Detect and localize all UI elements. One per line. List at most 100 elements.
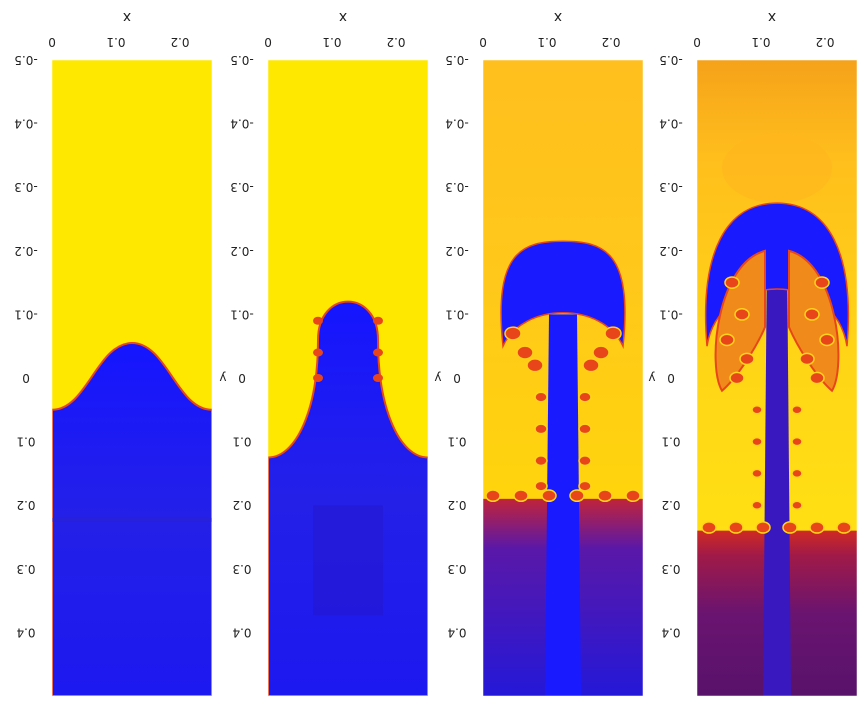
x-axis-label: x bbox=[768, 9, 776, 25]
y-tick-label: -0.1 bbox=[14, 307, 37, 321]
y-tick-label: -0.4 bbox=[445, 117, 468, 131]
y-tick-label: -0.4 bbox=[230, 117, 253, 131]
vortex-roll bbox=[814, 276, 830, 289]
y-tick-label: 0.2 bbox=[232, 498, 251, 512]
vortex-roll bbox=[513, 489, 529, 503]
x-axis-label: x bbox=[554, 9, 562, 25]
y-tick-label: -0.3 bbox=[445, 180, 468, 194]
panel-3: 0 0.1 0.2 x -0.5 -0.4 -0.3 -0.2 -0.1 0 0.1 0.2 0.3 0.… bbox=[434, 9, 644, 697]
vortex-roll bbox=[582, 358, 600, 373]
vortex-roll bbox=[534, 455, 548, 467]
y-tick-label: -0.5 bbox=[14, 53, 37, 67]
y-tick-label: -0.2 bbox=[14, 244, 37, 258]
vortex-roll bbox=[504, 326, 522, 341]
plot-area bbox=[483, 60, 643, 696]
vortex-roll bbox=[751, 405, 763, 415]
y-tick-label: 0.4 bbox=[447, 625, 466, 639]
vortex-roll bbox=[541, 489, 557, 503]
x-tick-label: 0 bbox=[264, 35, 272, 49]
vortex-roll bbox=[701, 521, 717, 534]
vortex-roll bbox=[578, 391, 592, 403]
plot-frame bbox=[482, 59, 644, 697]
vortex-roll bbox=[373, 348, 383, 357]
vortex-roll bbox=[751, 500, 763, 510]
x-tick-label: 0.1 bbox=[322, 35, 341, 49]
x-tick-label: 0.2 bbox=[170, 35, 189, 49]
vortex-roll bbox=[751, 436, 763, 447]
vortex-roll bbox=[373, 316, 383, 325]
vortex-roll bbox=[625, 489, 641, 503]
vortex-roll bbox=[782, 521, 798, 534]
x-tick-label: 0.1 bbox=[537, 35, 556, 49]
y-tick-label: 0.2 bbox=[16, 498, 35, 512]
y-tick-label: 0.2 bbox=[661, 498, 680, 512]
vortex-roll bbox=[719, 333, 735, 347]
x-tick-label: 0.2 bbox=[815, 35, 834, 49]
x-tick-label: 0.1 bbox=[106, 35, 125, 49]
vortex-roll bbox=[804, 308, 820, 321]
y-tick-label: -0.4 bbox=[14, 117, 37, 131]
plot-area bbox=[268, 60, 428, 696]
y-tick-label: 0.3 bbox=[16, 562, 35, 576]
vortex-roll bbox=[526, 358, 544, 373]
vortex-roll bbox=[791, 500, 803, 510]
y-tick-label: -0.5 bbox=[230, 53, 253, 67]
y-tick-label: 0.4 bbox=[16, 625, 35, 639]
y-tick-label: 0 bbox=[667, 371, 675, 385]
y-tick-label: -0.2 bbox=[659, 244, 682, 258]
vortex-roll bbox=[534, 391, 548, 403]
vortex-roll bbox=[734, 308, 750, 321]
y-tick-label: -0.3 bbox=[14, 180, 37, 194]
vortex-roll bbox=[534, 423, 548, 435]
y-axis-label: y bbox=[648, 371, 655, 385]
x-axis-label: x bbox=[339, 9, 347, 25]
panel-2: 0 0.1 0.2 x -0.5 -0.4 -0.3 -0.2 -0.1 0 0.1 0.2 0.3 0.… bbox=[219, 9, 429, 697]
vortex-roll bbox=[485, 489, 501, 503]
y-tick-label: -0.1 bbox=[445, 307, 468, 321]
x-tick-label: 0 bbox=[693, 35, 701, 49]
vortex-roll bbox=[799, 352, 815, 366]
x-tick-label: 0 bbox=[48, 35, 56, 49]
y-tick-label: 0.4 bbox=[661, 625, 680, 639]
panel-4: 0 0.1 0.2 x -0.5 -0.4 -0.3 -0.2 -0.1 0 0.1 0.2 0.3 0.… bbox=[648, 9, 858, 697]
y-tick-label: -0.3 bbox=[659, 180, 682, 194]
y-tick-label: 0.3 bbox=[232, 562, 251, 576]
vortex-roll bbox=[791, 468, 803, 479]
vortex-roll bbox=[739, 352, 755, 366]
vortex-roll bbox=[592, 345, 610, 360]
contour-band bbox=[313, 505, 383, 616]
mixing-lobe-left bbox=[714, 249, 766, 393]
x-axis-label: x bbox=[123, 9, 131, 25]
y-tick-label: 0.4 bbox=[232, 625, 251, 639]
vortex-roll bbox=[373, 374, 383, 382]
y-tick-label: -0.1 bbox=[659, 307, 682, 321]
vortex-roll bbox=[578, 480, 592, 492]
heavy-fluid-region bbox=[268, 300, 428, 696]
vortex-roll bbox=[516, 345, 534, 360]
y-tick-label: 0 bbox=[453, 371, 461, 385]
vortex-roll bbox=[313, 374, 323, 382]
vortex-roll bbox=[791, 436, 803, 447]
plume-stem bbox=[763, 250, 791, 696]
plot-frame bbox=[267, 59, 429, 697]
plume-cap bbox=[704, 202, 850, 347]
vortex-roll bbox=[313, 348, 323, 357]
y-tick-label: 0.2 bbox=[447, 498, 466, 512]
x-tick-label: 0.2 bbox=[601, 35, 620, 49]
vortex-roll bbox=[534, 480, 548, 492]
y-tick-label: -0.2 bbox=[230, 244, 253, 258]
vortex-roll bbox=[729, 371, 745, 385]
y-tick-label: 0.1 bbox=[661, 435, 680, 449]
plume-stem bbox=[545, 314, 581, 696]
plot-area bbox=[697, 60, 857, 696]
vortex-roll bbox=[724, 276, 740, 289]
y-tick-label: 0 bbox=[22, 371, 30, 385]
mixing-lobe-right bbox=[788, 249, 840, 393]
vortex-roll bbox=[819, 333, 835, 347]
y-tick-label: 0.1 bbox=[232, 435, 251, 449]
y-tick-label: 0.3 bbox=[661, 562, 680, 576]
vortex-roll bbox=[791, 405, 803, 415]
plot-frame bbox=[696, 59, 858, 697]
panel-1: 0 0.1 0.2 x -0.5 -0.4 -0.3 -0.2 -0.1 0 0.1 0.2 0.3 0.… bbox=[14, 9, 213, 697]
y-tick-label: -0.2 bbox=[445, 244, 468, 258]
